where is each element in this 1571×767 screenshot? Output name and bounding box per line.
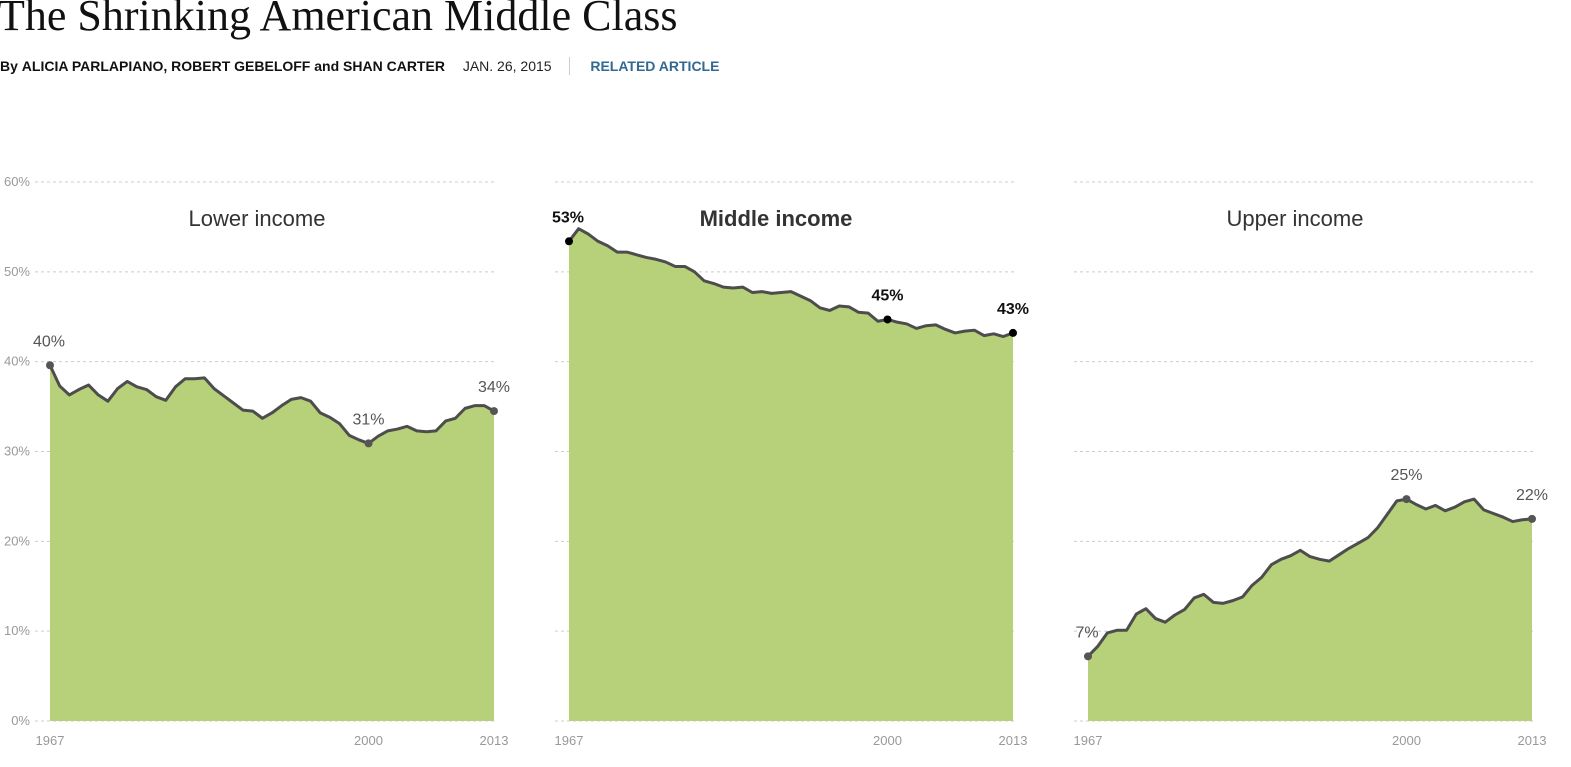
series-line	[48, 363, 496, 445]
series-line	[1086, 497, 1534, 658]
data-point-marker	[1009, 328, 1017, 337]
data-point-marker	[1528, 514, 1536, 523]
data-label: 25%	[1391, 467, 1423, 484]
area-fill	[1088, 499, 1532, 721]
author-name[interactable]: ALICIA PARLAPIANO	[21, 58, 164, 74]
y-tick-label: 50%	[4, 264, 30, 279]
author-name[interactable]: SHAN CARTER	[343, 58, 445, 74]
x-tick-label: 2013	[480, 733, 509, 748]
data-label: 53%	[552, 209, 584, 226]
chart-panel-lower-income: 0% 10% 20% 30% 40% 50% 60% 1967 2000 2013 Lower in…	[4, 174, 510, 748]
data-label: 40%	[33, 333, 65, 350]
data-label: 22%	[1516, 487, 1548, 504]
x-tick-label: 1967	[1074, 733, 1103, 748]
byline: By ALICIA PARLAPIANO, ROBERT GEBELOFF an…	[0, 56, 720, 75]
data-point-marker	[490, 407, 498, 416]
x-tick-label: 1967	[555, 733, 584, 748]
area-fill	[50, 365, 494, 721]
byline-divider	[569, 56, 571, 75]
panel-title: Lower income	[189, 206, 326, 231]
panel-title: Upper income	[1227, 206, 1364, 231]
data-point-marker	[46, 361, 54, 370]
data-point-marker	[364, 439, 373, 448]
x-tick-label: 2013	[999, 733, 1028, 748]
x-tick-label: 2000	[1392, 733, 1421, 748]
author-separator: and	[314, 58, 340, 74]
byline-prefix: By	[0, 58, 18, 74]
related-article-link[interactable]: RELATED ARTICLE	[590, 58, 720, 74]
x-tick-label: 2013	[1518, 733, 1547, 748]
chart-panel-upper-income: 1967 2000 2013 Upper income 7% 25% 22%	[1074, 181, 1548, 748]
data-label: 34%	[478, 379, 510, 396]
data-label: 45%	[872, 287, 904, 304]
y-tick-label: 0%	[11, 713, 30, 728]
series-line	[567, 227, 1015, 339]
publish-date: JAN. 26, 2015	[462, 58, 552, 74]
author-name[interactable]: ROBERT GEBELOFF	[171, 58, 311, 74]
author-separator: ,	[163, 58, 168, 74]
data-point-marker	[883, 315, 892, 324]
y-tick-label: 60%	[4, 174, 30, 189]
data-point-marker	[1084, 652, 1092, 661]
y-tick-label: 20%	[4, 533, 30, 548]
data-point-marker	[565, 237, 573, 246]
data-point-marker	[1402, 495, 1411, 504]
x-tick-label: 1967	[36, 733, 65, 748]
data-label: 43%	[997, 301, 1029, 318]
area-fill	[569, 228, 1013, 721]
y-tick-label: 30%	[4, 444, 30, 459]
data-label: 7%	[1075, 624, 1098, 641]
y-tick-label: 10%	[4, 623, 30, 638]
y-tick-label: 40%	[4, 354, 30, 369]
data-label: 31%	[353, 411, 385, 428]
panel-title: Middle income	[700, 206, 853, 231]
chart-panel-middle-income: 1967 2000 2013 Middle income 53% 45% 43%	[552, 181, 1029, 748]
page-title: The Shrinking American Middle Class	[0, 0, 678, 40]
x-tick-label: 2000	[354, 733, 383, 748]
x-tick-label: 2000	[873, 733, 902, 748]
